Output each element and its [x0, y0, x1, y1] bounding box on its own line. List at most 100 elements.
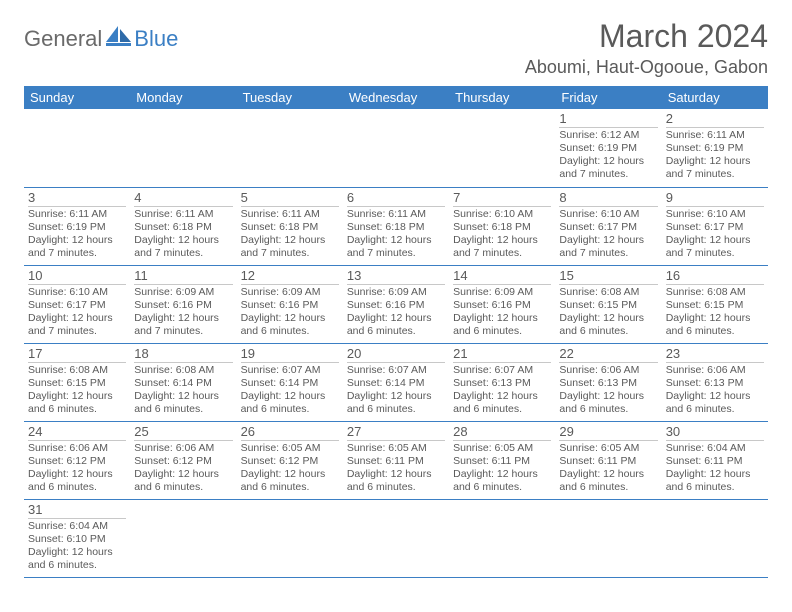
day-info: Sunrise: 6:11 AMSunset: 6:18 PMDaylight:…	[347, 208, 445, 261]
calendar-cell: 3Sunrise: 6:11 AMSunset: 6:19 PMDaylight…	[24, 187, 130, 265]
calendar-cell: 26Sunrise: 6:05 AMSunset: 6:12 PMDayligh…	[237, 421, 343, 499]
calendar-cell: 31Sunrise: 6:04 AMSunset: 6:10 PMDayligh…	[24, 499, 130, 577]
calendar-cell-empty	[343, 109, 449, 187]
calendar-cell: 25Sunrise: 6:06 AMSunset: 6:12 PMDayligh…	[130, 421, 236, 499]
day-number: 15	[559, 268, 657, 285]
calendar-cell-empty	[449, 109, 555, 187]
day-number: 24	[28, 424, 126, 441]
day-number: 25	[134, 424, 232, 441]
day-number: 20	[347, 346, 445, 363]
day-info: Sunrise: 6:06 AMSunset: 6:12 PMDaylight:…	[134, 442, 232, 495]
day-info: Sunrise: 6:12 AMSunset: 6:19 PMDaylight:…	[559, 129, 657, 182]
calendar-cell-empty	[237, 499, 343, 577]
day-number: 4	[134, 190, 232, 207]
title-block: March 2024 Aboumi, Haut-Ogooue, Gabon	[525, 18, 768, 78]
day-info: Sunrise: 6:04 AMSunset: 6:10 PMDaylight:…	[28, 520, 126, 573]
calendar-week-row: 3Sunrise: 6:11 AMSunset: 6:19 PMDaylight…	[24, 187, 768, 265]
day-number: 23	[666, 346, 764, 363]
calendar-cell: 6Sunrise: 6:11 AMSunset: 6:18 PMDaylight…	[343, 187, 449, 265]
location: Aboumi, Haut-Ogooue, Gabon	[525, 57, 768, 78]
calendar-cell: 30Sunrise: 6:04 AMSunset: 6:11 PMDayligh…	[662, 421, 768, 499]
calendar-cell: 28Sunrise: 6:05 AMSunset: 6:11 PMDayligh…	[449, 421, 555, 499]
weekday-header: Tuesday	[237, 86, 343, 109]
day-number: 14	[453, 268, 551, 285]
weekday-header: Saturday	[662, 86, 768, 109]
day-number: 30	[666, 424, 764, 441]
day-info: Sunrise: 6:11 AMSunset: 6:18 PMDaylight:…	[134, 208, 232, 261]
header: General Blue March 2024 Aboumi, Haut-Ogo…	[24, 18, 768, 78]
calendar-cell: 2Sunrise: 6:11 AMSunset: 6:19 PMDaylight…	[662, 109, 768, 187]
day-info: Sunrise: 6:04 AMSunset: 6:11 PMDaylight:…	[666, 442, 764, 495]
calendar-cell-empty	[130, 499, 236, 577]
calendar-cell: 17Sunrise: 6:08 AMSunset: 6:15 PMDayligh…	[24, 343, 130, 421]
day-number: 8	[559, 190, 657, 207]
day-info: Sunrise: 6:07 AMSunset: 6:14 PMDaylight:…	[241, 364, 339, 417]
calendar-cell: 23Sunrise: 6:06 AMSunset: 6:13 PMDayligh…	[662, 343, 768, 421]
day-info: Sunrise: 6:07 AMSunset: 6:13 PMDaylight:…	[453, 364, 551, 417]
day-number: 12	[241, 268, 339, 285]
day-info: Sunrise: 6:05 AMSunset: 6:11 PMDaylight:…	[347, 442, 445, 495]
day-number: 16	[666, 268, 764, 285]
calendar-cell: 13Sunrise: 6:09 AMSunset: 6:16 PMDayligh…	[343, 265, 449, 343]
day-info: Sunrise: 6:06 AMSunset: 6:12 PMDaylight:…	[28, 442, 126, 495]
day-info: Sunrise: 6:08 AMSunset: 6:14 PMDaylight:…	[134, 364, 232, 417]
day-info: Sunrise: 6:08 AMSunset: 6:15 PMDaylight:…	[28, 364, 126, 417]
calendar-week-row: 1Sunrise: 6:12 AMSunset: 6:19 PMDaylight…	[24, 109, 768, 187]
calendar-cell-empty	[237, 109, 343, 187]
day-info: Sunrise: 6:10 AMSunset: 6:18 PMDaylight:…	[453, 208, 551, 261]
day-number: 27	[347, 424, 445, 441]
day-info: Sunrise: 6:09 AMSunset: 6:16 PMDaylight:…	[134, 286, 232, 339]
calendar-cell: 24Sunrise: 6:06 AMSunset: 6:12 PMDayligh…	[24, 421, 130, 499]
day-number: 6	[347, 190, 445, 207]
calendar-cell: 12Sunrise: 6:09 AMSunset: 6:16 PMDayligh…	[237, 265, 343, 343]
day-info: Sunrise: 6:10 AMSunset: 6:17 PMDaylight:…	[28, 286, 126, 339]
day-number: 11	[134, 268, 232, 285]
day-info: Sunrise: 6:09 AMSunset: 6:16 PMDaylight:…	[241, 286, 339, 339]
day-number: 18	[134, 346, 232, 363]
day-number: 17	[28, 346, 126, 363]
calendar-week-row: 17Sunrise: 6:08 AMSunset: 6:15 PMDayligh…	[24, 343, 768, 421]
calendar-cell: 14Sunrise: 6:09 AMSunset: 6:16 PMDayligh…	[449, 265, 555, 343]
day-number: 1	[559, 111, 657, 128]
day-info: Sunrise: 6:11 AMSunset: 6:19 PMDaylight:…	[28, 208, 126, 261]
calendar-cell: 1Sunrise: 6:12 AMSunset: 6:19 PMDaylight…	[555, 109, 661, 187]
day-number: 21	[453, 346, 551, 363]
day-info: Sunrise: 6:10 AMSunset: 6:17 PMDaylight:…	[559, 208, 657, 261]
day-info: Sunrise: 6:05 AMSunset: 6:12 PMDaylight:…	[241, 442, 339, 495]
calendar-cell: 9Sunrise: 6:10 AMSunset: 6:17 PMDaylight…	[662, 187, 768, 265]
day-number: 28	[453, 424, 551, 441]
weekday-header: Monday	[130, 86, 236, 109]
day-number: 3	[28, 190, 126, 207]
day-number: 5	[241, 190, 339, 207]
calendar-cell: 20Sunrise: 6:07 AMSunset: 6:14 PMDayligh…	[343, 343, 449, 421]
logo-text-blue: Blue	[134, 26, 178, 52]
calendar-cell: 15Sunrise: 6:08 AMSunset: 6:15 PMDayligh…	[555, 265, 661, 343]
day-number: 31	[28, 502, 126, 519]
day-number: 26	[241, 424, 339, 441]
calendar-cell-empty	[449, 499, 555, 577]
day-number: 10	[28, 268, 126, 285]
day-info: Sunrise: 6:09 AMSunset: 6:16 PMDaylight:…	[347, 286, 445, 339]
calendar-cell-empty	[555, 499, 661, 577]
calendar-table: SundayMondayTuesdayWednesdayThursdayFrid…	[24, 86, 768, 578]
calendar-cell: 21Sunrise: 6:07 AMSunset: 6:13 PMDayligh…	[449, 343, 555, 421]
calendar-cell: 5Sunrise: 6:11 AMSunset: 6:18 PMDaylight…	[237, 187, 343, 265]
calendar-cell: 29Sunrise: 6:05 AMSunset: 6:11 PMDayligh…	[555, 421, 661, 499]
day-info: Sunrise: 6:05 AMSunset: 6:11 PMDaylight:…	[453, 442, 551, 495]
day-info: Sunrise: 6:05 AMSunset: 6:11 PMDaylight:…	[559, 442, 657, 495]
calendar-body: 1Sunrise: 6:12 AMSunset: 6:19 PMDaylight…	[24, 109, 768, 577]
calendar-cell-empty	[130, 109, 236, 187]
logo: General Blue	[24, 18, 178, 52]
day-info: Sunrise: 6:07 AMSunset: 6:14 PMDaylight:…	[347, 364, 445, 417]
calendar-week-row: 31Sunrise: 6:04 AMSunset: 6:10 PMDayligh…	[24, 499, 768, 577]
day-number: 29	[559, 424, 657, 441]
calendar-cell-empty	[343, 499, 449, 577]
calendar-cell-empty	[662, 499, 768, 577]
calendar-cell: 16Sunrise: 6:08 AMSunset: 6:15 PMDayligh…	[662, 265, 768, 343]
calendar-cell: 7Sunrise: 6:10 AMSunset: 6:18 PMDaylight…	[449, 187, 555, 265]
day-number: 7	[453, 190, 551, 207]
calendar-cell: 8Sunrise: 6:10 AMSunset: 6:17 PMDaylight…	[555, 187, 661, 265]
day-info: Sunrise: 6:11 AMSunset: 6:19 PMDaylight:…	[666, 129, 764, 182]
day-info: Sunrise: 6:11 AMSunset: 6:18 PMDaylight:…	[241, 208, 339, 261]
day-info: Sunrise: 6:10 AMSunset: 6:17 PMDaylight:…	[666, 208, 764, 261]
